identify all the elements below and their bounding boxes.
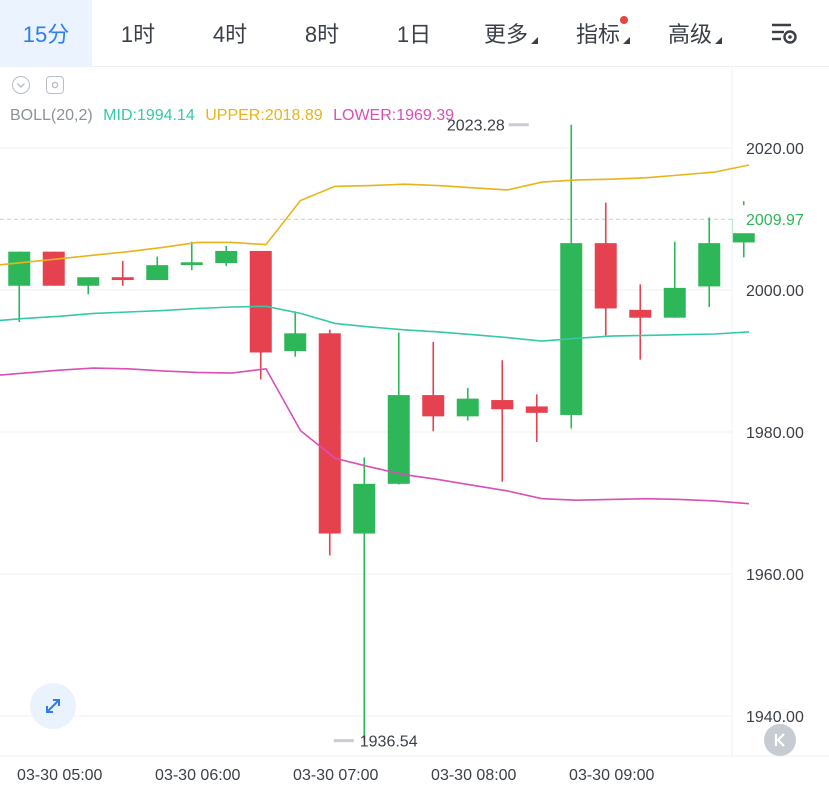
tab-2[interactable]: 4时 xyxy=(184,0,276,66)
candle-body xyxy=(8,251,31,286)
candle-body xyxy=(594,243,617,309)
candle-body xyxy=(284,333,307,352)
current-price-tag xyxy=(733,205,829,234)
candle-body xyxy=(353,483,376,534)
tab-4[interactable]: 1日 xyxy=(368,0,460,66)
back-to-latest-button[interactable] xyxy=(764,724,796,756)
candle-body xyxy=(387,395,410,484)
boll-mid-line xyxy=(0,305,750,342)
boll-indicator-legend: BOLL(20,2) MID:1994.14 UPPER:2018.89 LOW… xyxy=(10,107,460,125)
y-tick-label: 1940.00 xyxy=(746,709,804,726)
back-to-latest-icon xyxy=(774,733,785,747)
tab-label: 1时 xyxy=(120,22,156,47)
candle-body xyxy=(422,395,445,417)
expand-icon xyxy=(46,699,60,713)
candle-body xyxy=(456,398,479,417)
tab-label: 高级 xyxy=(667,22,712,47)
boll-mid-value: MID:1994.14 xyxy=(103,107,195,124)
indicator-settings-icon[interactable] xyxy=(46,76,64,94)
x-tick-label: 03-30 05:00 xyxy=(17,767,103,784)
tab-1[interactable]: 1时 xyxy=(92,0,184,66)
candle-body xyxy=(180,262,203,266)
tab-7[interactable]: 高级 xyxy=(644,0,736,66)
candle-body xyxy=(525,406,548,413)
current-price-label: 2009.97 xyxy=(746,212,804,229)
tab-5[interactable]: 更多 xyxy=(460,0,552,66)
tab-label: 4时 xyxy=(212,22,248,47)
tab-0[interactable]: 15分 xyxy=(0,0,92,66)
tab-label: 指标 xyxy=(575,22,620,47)
candle-body xyxy=(560,243,583,415)
tab-6[interactable]: 指标 xyxy=(552,0,644,66)
collapse-indicator-icon[interactable] xyxy=(12,76,30,94)
candle-body xyxy=(215,250,238,264)
candle-body xyxy=(42,251,65,286)
tab-label: 8时 xyxy=(304,22,340,47)
boll-upper-line xyxy=(0,164,750,266)
dropdown-caret-icon xyxy=(531,37,538,44)
dropdown-caret-icon xyxy=(623,37,630,44)
chart-settings-button[interactable] xyxy=(739,0,829,66)
boll-lower-value: LOWER:1969.39 xyxy=(333,107,455,124)
candle-body xyxy=(698,243,721,287)
y-tick-label: 1980.00 xyxy=(746,425,804,442)
candle-body xyxy=(111,277,134,281)
y-tick-label: 2020.00 xyxy=(746,141,804,158)
x-tick-label: 03-30 09:00 xyxy=(569,767,655,784)
chart-settings-icon xyxy=(772,23,797,44)
candle-body xyxy=(146,265,169,281)
candle-body xyxy=(77,277,100,286)
notification-dot xyxy=(620,16,628,24)
candle-body xyxy=(249,250,272,353)
tab-label: 15分 xyxy=(22,22,70,47)
boll-upper-value: UPPER:2018.89 xyxy=(205,107,323,124)
min-price-label: 1936.54 xyxy=(360,734,418,751)
boll-name: BOLL(20,2) xyxy=(10,107,93,124)
candle-body xyxy=(318,333,341,534)
y-tick-label: 1960.00 xyxy=(746,567,804,584)
tab-label: 更多 xyxy=(483,22,528,47)
timeframe-tabbar: 15分 1时 4时 8时 1日 更多 指标 高级 xyxy=(0,0,829,67)
max-price-label: 2023.28 xyxy=(447,118,505,135)
fullscreen-button[interactable] xyxy=(30,683,76,729)
x-tick-label: 03-30 07:00 xyxy=(293,767,379,784)
candle-body xyxy=(491,400,514,410)
y-tick-label: 2000.00 xyxy=(746,283,804,300)
tab-label: 1日 xyxy=(396,22,432,47)
tab-3[interactable]: 8时 xyxy=(276,0,368,66)
boll-lower-line xyxy=(0,367,750,505)
candle-body xyxy=(663,287,686,318)
x-tick-label: 03-30 08:00 xyxy=(431,767,517,784)
x-tick-label: 03-30 06:00 xyxy=(155,767,241,784)
candle-body xyxy=(629,309,652,318)
dropdown-caret-icon xyxy=(715,37,722,44)
